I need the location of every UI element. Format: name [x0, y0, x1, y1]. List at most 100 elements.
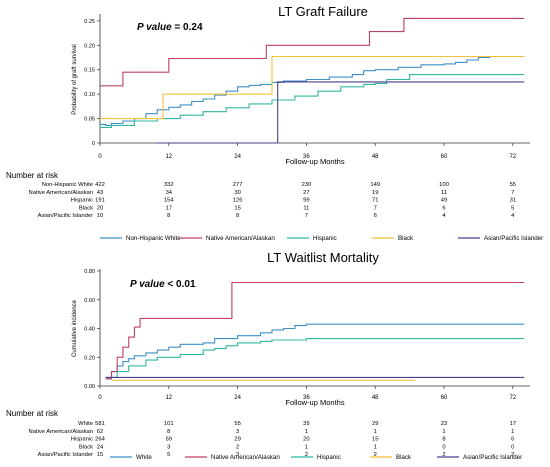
chart1-risk-value: 6 — [374, 213, 377, 219]
chart2-y-axis-label: Cumulative incidence — [72, 299, 78, 357]
chart1-risk-value: 6 — [442, 205, 445, 211]
chart2-y-tick-label: 0.60 — [84, 298, 95, 304]
chart2-pvalue-label: P value — [130, 279, 165, 290]
chart2-risk-value: 1 — [442, 429, 445, 435]
chart1-risk-value: 230 — [302, 182, 312, 188]
chart1-risk-value: 17 — [166, 205, 172, 211]
chart2-pvalue: P value < 0.01 — [130, 279, 196, 290]
chart1-x-tick-label: 24 — [234, 154, 241, 160]
chart1-series-line — [100, 17, 525, 87]
chart1-pvalue-text: = 0.24 — [172, 22, 203, 33]
chart1-y-tick-label: 0.15 — [84, 68, 95, 74]
chart2-risk-value: 2 — [511, 452, 514, 458]
chart2-legend-label: Black — [396, 454, 412, 461]
chart2-y-tick-label: 0.80 — [84, 269, 95, 275]
chart1-risk-value: 4 — [511, 213, 515, 219]
chart1-risk-value: 10 — [97, 213, 103, 219]
chart2-x-tick-label: 36 — [303, 395, 310, 401]
chart1-y-axis-label: Probability of graft survival — [72, 44, 78, 114]
chart1-risk-value: 422 — [95, 182, 105, 188]
chart2-risk-row-label: White — [78, 421, 93, 427]
chart2-risk-row-label: Hispanic — [71, 437, 93, 443]
chart1-risk-value: 4 — [442, 213, 446, 219]
chart2-risk-value: 2 — [442, 452, 445, 458]
chart1-legend-label: Non-Hispanic White — [126, 235, 181, 242]
chart2-y-tick-label: 0.40 — [84, 327, 95, 333]
chart1-risk-value: 7 — [511, 190, 514, 196]
chart2-risk-value: 3 — [167, 444, 170, 450]
chart2-risk-value: 2 — [374, 452, 377, 458]
chart2-risk-value: 6 — [511, 437, 514, 443]
chart2-risk-value: 23 — [441, 421, 447, 427]
chart2-x-tick-label: 48 — [372, 395, 379, 401]
chart2-risk-heading: Number at risk — [6, 409, 59, 418]
chart2-risk-value: 15 — [372, 437, 378, 443]
chart2-y-tick-label: 0.00 — [84, 384, 95, 390]
chart1-risk-row-label: Black — [79, 205, 93, 211]
chart1-risk-row-label: Hispanic — [71, 198, 93, 204]
chart2-risk-value: 29 — [234, 437, 240, 443]
chart1-series-line — [100, 74, 525, 128]
chart1-title: LT Graft Failure — [278, 4, 368, 19]
chart2-risk-value: 15 — [97, 452, 103, 458]
chart1-risk-value: 332 — [164, 182, 174, 188]
chart2-series-line — [105, 281, 525, 380]
chart2-x-tick-label: 60 — [441, 395, 448, 401]
chart2-series-line — [105, 323, 525, 380]
chart2-risk-value: 1 — [305, 444, 308, 450]
chart1-risk-value: 126 — [233, 198, 243, 204]
chart1-series-line — [100, 55, 525, 120]
chart2-legend-label: Hispanic — [317, 454, 341, 461]
chart1-risk-value: 7 — [305, 213, 308, 219]
chart2-risk-row-label: Native American/Alaskan — [29, 429, 93, 435]
chart2-risk-value: 1 — [305, 429, 308, 435]
chart2-x-tick-label: 72 — [509, 395, 516, 401]
chart2-risk-row-label: Black — [79, 444, 93, 450]
chart1-risk-value: 15 — [234, 205, 240, 211]
chart2-risk-value: 62 — [97, 429, 103, 435]
chart1-legend-label: Native American/Alaskan — [206, 235, 275, 242]
chart1-risk-row-label: Asian/Pacific Islander — [38, 213, 93, 219]
chart2-risk-value: 2 — [236, 444, 239, 450]
chart1-pvalue: P value = 0.24 — [137, 22, 203, 33]
chart1-risk-value: 191 — [95, 198, 105, 204]
chart2-risk-value: 0 — [511, 444, 514, 450]
chart1-legend-label: Black — [398, 235, 414, 242]
chart1-risk-value: 8 — [236, 213, 239, 219]
chart1-x-axis-label: Follow-up Months — [285, 157, 344, 166]
chart2-risk-value: 0 — [442, 444, 445, 450]
chart2-x-axis-label: Follow-up Months — [285, 398, 344, 407]
chart1-risk-row-label: Native American/Alaskan — [29, 190, 93, 196]
chart1-risk-value: 34 — [166, 190, 173, 196]
chart2-risk-value: 581 — [95, 421, 105, 427]
chart1-legend-label: Hispanic — [313, 235, 337, 242]
chart1-risk-value: 8 — [167, 213, 170, 219]
chart2-risk-value: 264 — [95, 437, 105, 443]
chart2-risk-value: 8 — [442, 437, 445, 443]
chart2-risk-value: 17 — [510, 421, 516, 427]
chart1-risk-value: 49 — [441, 198, 447, 204]
chart1-x-tick-label: 12 — [165, 154, 172, 160]
chart2-risk-value: 1 — [374, 444, 377, 450]
chart1-x-tick-label: 60 — [441, 154, 448, 160]
chart2-risk-value: 3 — [236, 452, 239, 458]
chart1-risk-value: 71 — [372, 198, 378, 204]
chart2-legend-label: Asian/Pacific Islander — [463, 454, 522, 461]
chart1-pvalue-label: P value — [137, 22, 172, 33]
chart1-risk-value: 100 — [439, 182, 449, 188]
chart1-risk-value: 7 — [374, 205, 377, 211]
chart2-risk-row-label: Asian/Pacific Islander — [38, 452, 93, 458]
chart2-risk-value: 2 — [305, 452, 308, 458]
chart1-x-tick-label: 0 — [98, 154, 102, 160]
chart1-y-tick-label: 0.05 — [84, 117, 95, 123]
chart2-risk-value: 1 — [511, 429, 514, 435]
chart2-risk-value: 20 — [303, 437, 309, 443]
chart1-risk-value: 30 — [234, 190, 240, 196]
chart2-x-tick-label: 0 — [98, 395, 102, 401]
chart1-x-tick-label: 48 — [372, 154, 379, 160]
chart2-legend-label: White — [136, 454, 152, 461]
chart2-pvalue-text: < 0.01 — [165, 279, 196, 290]
chart1-risk-value: 31 — [510, 198, 516, 204]
chart1-series-line — [100, 55, 525, 126]
